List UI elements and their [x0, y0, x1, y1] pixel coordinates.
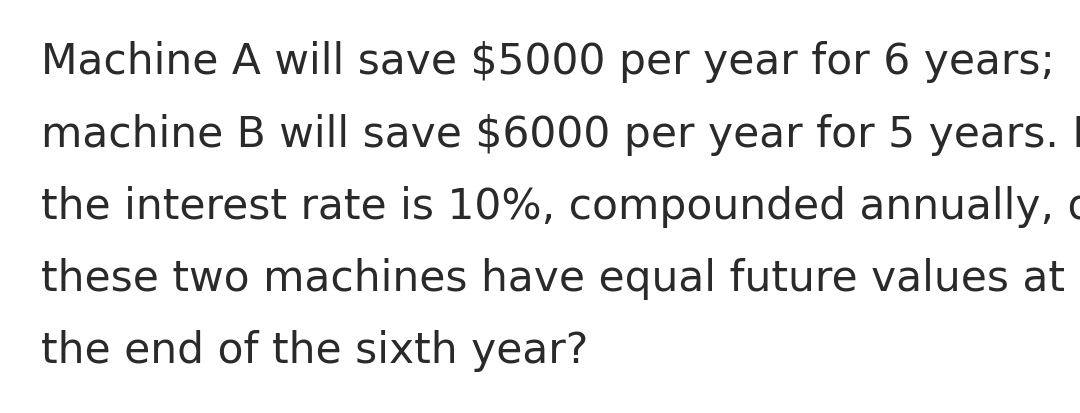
- Text: machine B will save $6000 per year for 5 years. If: machine B will save $6000 per year for 5…: [41, 114, 1080, 156]
- Text: these two machines have equal future values at: these two machines have equal future val…: [41, 258, 1065, 300]
- Text: Machine A will save $5000 per year for 6 years;: Machine A will save $5000 per year for 6…: [41, 41, 1055, 83]
- Text: the end of the sixth year?: the end of the sixth year?: [41, 330, 589, 373]
- Text: the interest rate is 10%, compounded annually, do: the interest rate is 10%, compounded ann…: [41, 186, 1080, 228]
